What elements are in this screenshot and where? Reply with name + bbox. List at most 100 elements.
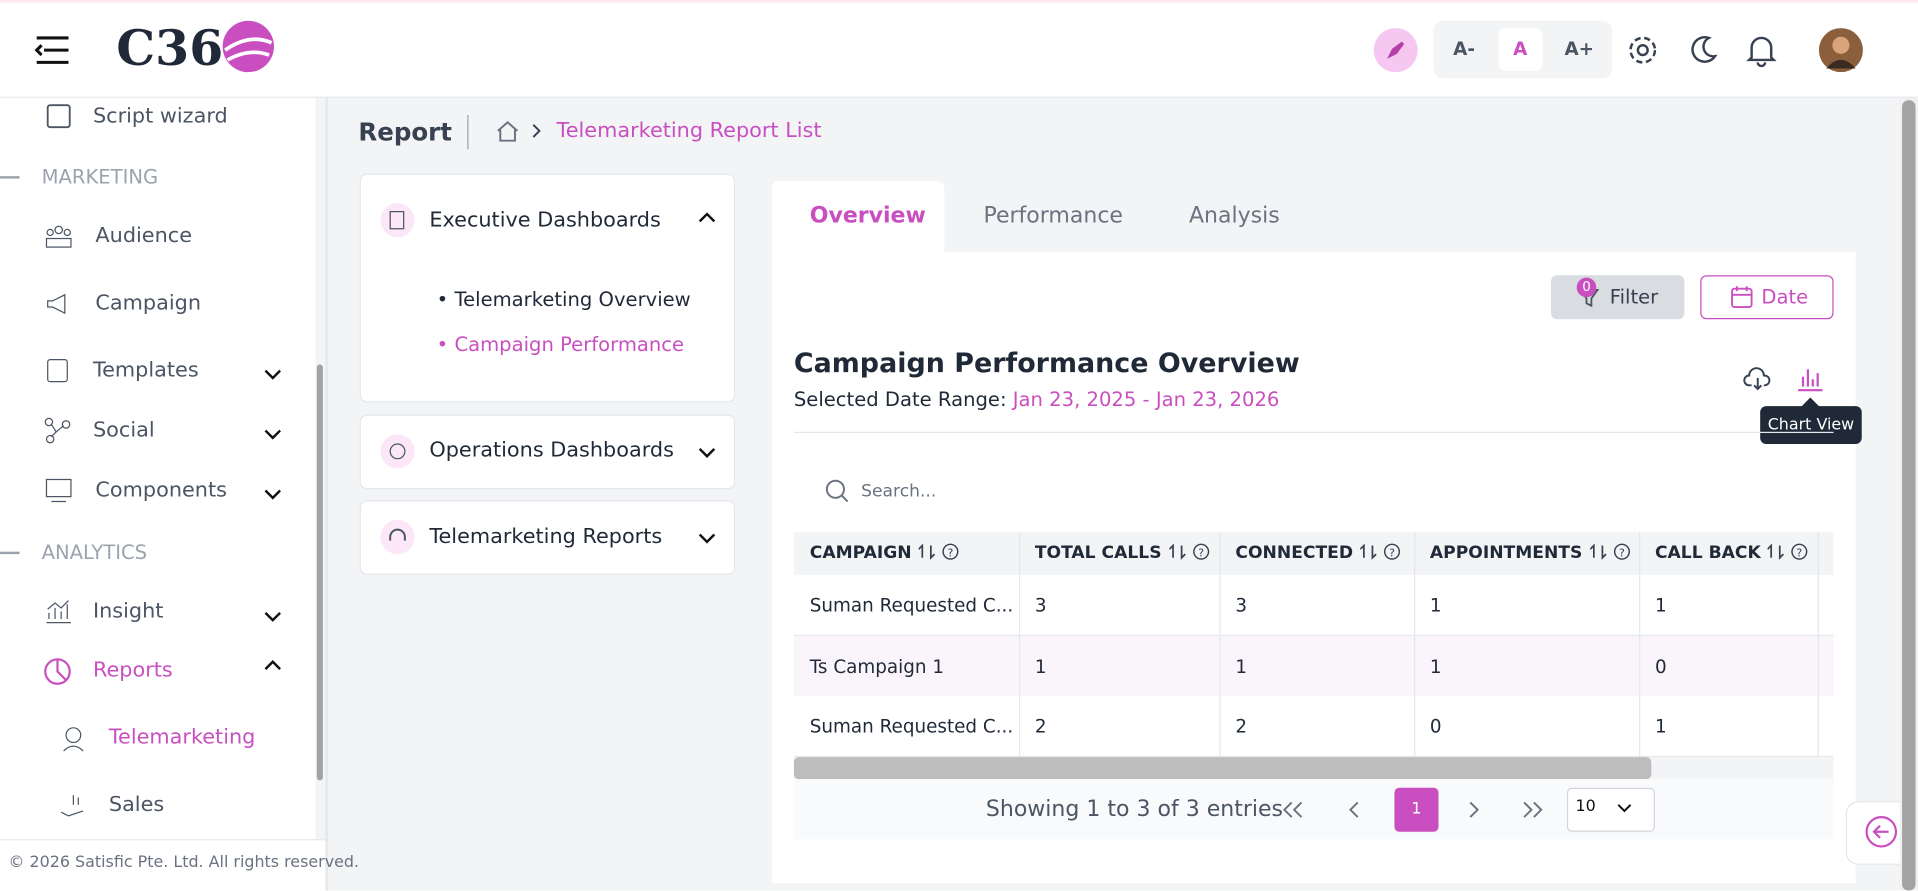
search-placeholder[interactable]: Search... — [861, 481, 937, 502]
page-current[interactable]: 1 — [1394, 787, 1439, 832]
font-increase[interactable]: A+ — [1564, 37, 1595, 60]
tab[interactable]: Analysis — [1188, 203, 1280, 229]
nav-subitem[interactable]: Sales — [108, 792, 165, 818]
column-header[interactable]: APPOINTMENTS? — [1430, 541, 1631, 565]
column-title[interactable]: CAMPAIGN — [809, 543, 912, 563]
page-scrollbar-thumb[interactable] — [1902, 100, 1916, 891]
font-size-active-bg — [1498, 28, 1543, 71]
sort-help-icons[interactable]: ? — [1589, 543, 1632, 563]
svg-text:?: ? — [1619, 547, 1625, 560]
table-cell: Ts Campaign 1 — [809, 655, 945, 678]
column-title[interactable]: TOTAL CALLS — [1034, 543, 1162, 563]
panel-title[interactable]: Executive Dashboards — [429, 207, 661, 233]
nav-item[interactable]: Script wizard — [92, 103, 228, 129]
nav-item[interactable]: Campaign — [95, 291, 202, 316]
sort-help-icons[interactable]: ? — [1767, 543, 1810, 563]
avatar[interactable] — [1818, 28, 1863, 73]
table-cell: 1 — [1034, 655, 1047, 678]
chevron-up[interactable] — [696, 208, 718, 225]
tab-active[interactable]: Overview — [809, 203, 926, 229]
search-icon — [825, 479, 849, 503]
sort-icon[interactable]: ? — [1168, 543, 1211, 560]
nav-item[interactable]: Templates — [92, 358, 199, 383]
table-cell: Suman Requested C... — [809, 715, 1014, 738]
breadcrumb-current[interactable]: Telemarketing Report List — [556, 118, 822, 144]
breadcrumb-home[interactable] — [495, 120, 551, 142]
sort-help-icons[interactable]: ? — [918, 543, 961, 563]
svg-text:?: ? — [1797, 547, 1803, 560]
theme-toggle[interactable] — [1687, 34, 1719, 66]
panel-link-active[interactable]: • Campaign Performance — [436, 332, 685, 356]
nav-item[interactable]: Social — [92, 418, 155, 443]
h-scrollbar-thumb[interactable] — [793, 757, 1652, 780]
nav-subitem-active[interactable]: Telemarketing — [108, 725, 256, 750]
nav-item-active[interactable]: Reports — [92, 658, 173, 683]
pagination-arrows[interactable] — [1279, 798, 1555, 822]
nav-item[interactable]: Audience — [95, 223, 193, 249]
separator — [793, 431, 1834, 434]
panel-title[interactable]: Operations Dashboards — [429, 437, 674, 463]
icon — [47, 293, 66, 315]
logo-text[interactable]: C36 — [116, 19, 224, 78]
column-divider — [1817, 532, 1819, 758]
per-page-select[interactable] — [1566, 787, 1655, 832]
table-cell: 1 — [1235, 655, 1248, 678]
date-label[interactable]: Date — [1761, 285, 1809, 309]
tab-active-bg — [771, 181, 945, 255]
column-title[interactable]: CONNECTED — [1235, 543, 1354, 563]
panel-link[interactable]: • Telemarketing Overview — [436, 287, 691, 311]
filter-icon — [1578, 288, 1600, 308]
calendar-icon — [1731, 286, 1753, 308]
filter-button[interactable] — [1551, 275, 1685, 320]
pagination-bar — [793, 779, 1834, 840]
column-header[interactable]: CONNECTED? — [1235, 541, 1402, 565]
sort-icon[interactable]: ? — [1767, 543, 1810, 560]
rocket-button[interactable] — [1372, 27, 1418, 73]
per-page-value[interactable]: 10 — [1575, 797, 1596, 816]
menu-toggle[interactable] — [34, 34, 71, 66]
nav-item[interactable]: Insight — [92, 599, 164, 624]
nav-heading: ANALYTICS — [41, 540, 148, 564]
panel — [359, 173, 736, 403]
settings-icon[interactable] — [1627, 34, 1659, 66]
link-text[interactable]: Telemarketing Overview — [454, 287, 691, 311]
svg-text:?: ? — [948, 547, 954, 560]
tooltip-arrow — [1800, 397, 1821, 408]
table-cell: 1 — [1429, 594, 1442, 617]
nav-item[interactable]: Components — [95, 478, 227, 503]
chevron-down[interactable] — [696, 445, 718, 462]
column-header[interactable]: CALL BACK? — [1655, 541, 1810, 565]
sort-icon[interactable]: ? — [1359, 543, 1402, 560]
notifications[interactable] — [1746, 33, 1778, 68]
column-title[interactable]: CALL BACK — [1654, 543, 1761, 563]
report-title: Campaign Performance Overview — [793, 348, 1300, 380]
tab[interactable]: Performance — [983, 203, 1123, 229]
font-decrease[interactable]: A- — [1453, 37, 1475, 60]
column-divider — [1639, 532, 1641, 758]
icon — [44, 658, 71, 685]
date-button[interactable] — [1700, 275, 1834, 320]
column-header[interactable]: CAMPAIGN? — [810, 541, 961, 565]
icon — [46, 104, 71, 129]
sort-icon[interactable]: ? — [918, 543, 961, 560]
column-title[interactable]: APPOINTMENTS — [1429, 543, 1583, 563]
icon — [63, 727, 84, 752]
column-header[interactable]: TOTAL CALLS? — [1035, 541, 1211, 565]
font-normal[interactable]: A — [1513, 37, 1528, 60]
sort-help-icons[interactable]: ? — [1359, 543, 1402, 563]
link-text[interactable]: Campaign Performance — [454, 332, 685, 356]
filter-label[interactable]: Filter — [1609, 285, 1659, 309]
download-icon[interactable] — [1743, 365, 1772, 394]
chart-view-icon[interactable] — [1796, 365, 1825, 394]
panel-icon — [380, 434, 415, 469]
divider — [467, 114, 469, 150]
sort-help-icons[interactable]: ? — [1168, 543, 1211, 563]
panel-title[interactable]: Telemarketing Reports — [429, 524, 663, 550]
chevron-down[interactable] — [696, 531, 718, 548]
logo-mark — [222, 20, 274, 73]
table-cell: 3 — [1034, 594, 1047, 617]
table-cell: 2 — [1235, 715, 1248, 738]
sort-icon[interactable]: ? — [1589, 543, 1632, 560]
tooltip: Chart View — [1760, 406, 1862, 445]
